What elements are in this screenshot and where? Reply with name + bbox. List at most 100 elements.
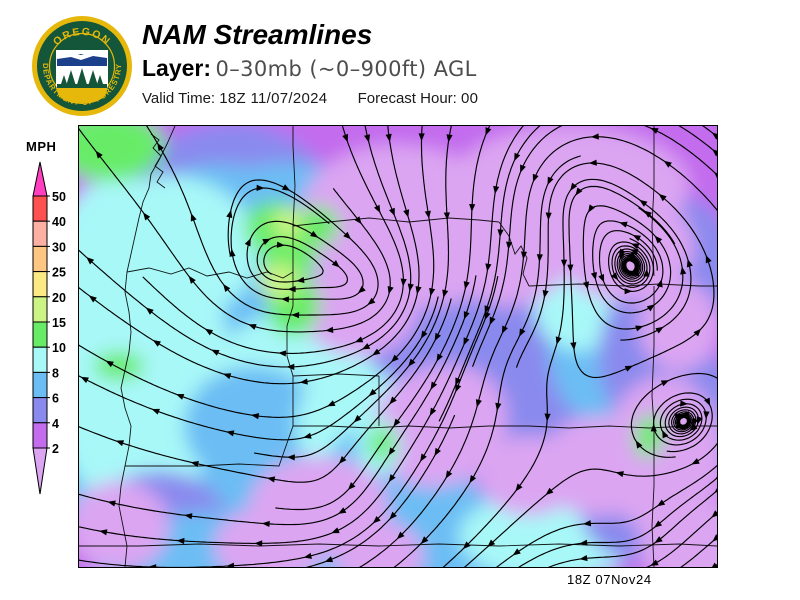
- streamline-arrow: [675, 420, 682, 429]
- colorbar-band: [32, 245, 48, 273]
- streamline-arrow: [148, 564, 157, 567]
- streamline-arrow: [354, 336, 364, 343]
- streamline-arrow: [703, 411, 710, 420]
- streamline-arrow: [442, 289, 449, 298]
- streamline-arrow: [388, 207, 395, 217]
- streamline-arrow: [495, 402, 502, 411]
- streamline-arrow: [514, 152, 521, 162]
- state-border: [126, 267, 294, 279]
- streamline-arrow: [493, 185, 500, 195]
- streamline-arrow: [696, 416, 703, 425]
- streamline-arrow: [145, 307, 154, 315]
- streamline-arrow: [407, 283, 414, 292]
- streamline-arrow: [190, 213, 197, 222]
- streamline-arrow: [656, 279, 663, 288]
- streamline-arrow: [680, 400, 689, 407]
- streamline-arrow: [367, 297, 376, 305]
- streamline-arrow: [704, 397, 711, 406]
- streamline-arrow: [420, 453, 427, 462]
- streamline-arrow: [424, 210, 431, 219]
- streamline-arrow: [656, 499, 666, 507]
- streamline: [393, 155, 581, 567]
- colorbar-band: [32, 321, 48, 348]
- colorbar-band: [32, 422, 48, 449]
- colorbar: 50 40 30 25 20 15 10 8 6 4 2: [32, 161, 66, 495]
- streamline: [518, 477, 717, 567]
- streamline-arrow: [485, 263, 492, 272]
- streamline-arrow: [575, 187, 583, 196]
- streamline: [146, 126, 379, 316]
- streamline-arrow: [583, 281, 590, 290]
- streamline-arrow: [385, 133, 392, 142]
- layer-label: Layer:: [142, 55, 212, 81]
- streamline-arrow: [635, 440, 643, 449]
- streamline-arrow: [615, 471, 624, 478]
- streamline: [442, 178, 692, 567]
- streamline-arrow: [475, 399, 482, 408]
- page-header: OREGON DEPARTMENT OF FORESTRY NAM Stream…: [0, 0, 800, 122]
- streamline-arrow: [588, 204, 595, 213]
- streamline-arrow: [372, 348, 381, 356]
- streamline-arrow: [287, 286, 296, 293]
- streamline-arrow: [633, 268, 640, 277]
- streamline: [79, 126, 412, 368]
- streamline-arrow: [536, 254, 543, 263]
- streamline-arrow: [619, 248, 626, 257]
- streamline-arrow: [388, 447, 396, 456]
- state-border: [489, 425, 717, 429]
- streamline-arrow: [630, 248, 639, 255]
- streamline-arrow: [650, 423, 657, 432]
- colorbar-tick-label: 30: [52, 240, 66, 254]
- streamline-arrow: [436, 353, 443, 362]
- streamline-arrow: [250, 413, 260, 420]
- streamline-arrow: [204, 328, 214, 336]
- colorbar-band: [32, 195, 48, 222]
- streamline-arrow: [80, 376, 89, 384]
- colorbar-tick-label: 2: [52, 442, 59, 456]
- streamline-arrow: [544, 413, 551, 422]
- streamline-arrow: [342, 133, 349, 143]
- streamline-arrow: [372, 515, 381, 524]
- streamline-arrow: [229, 248, 236, 257]
- streamline-arrow: [115, 440, 125, 447]
- streamline-arrow: [691, 417, 699, 426]
- streamline: [680, 536, 717, 567]
- colorbar-tick-label: 8: [52, 366, 59, 380]
- streamline-arrow: [324, 556, 334, 563]
- streamline: [79, 276, 499, 567]
- streamline-arrow: [107, 500, 116, 507]
- streamline: [230, 187, 364, 300]
- streamline-arrow: [389, 396, 397, 405]
- streamline-arrow: [86, 256, 95, 265]
- page-title: NAM Streamlines: [142, 19, 373, 50]
- streamline-arrow: [515, 483, 523, 492]
- streamline-arrow: [361, 343, 371, 350]
- streamline-arrow: [287, 454, 295, 461]
- streamline-arrow: [463, 281, 470, 290]
- streamline-arrow: [291, 312, 300, 319]
- streamline-arrow: [286, 363, 295, 370]
- streamline-arrow: [368, 388, 377, 397]
- streamline-arrow: [693, 328, 702, 337]
- colorbar-band: [32, 271, 48, 298]
- streamline-arrow: [462, 541, 471, 550]
- state-border: [292, 126, 296, 272]
- streamline-arrow: [655, 326, 664, 334]
- streamline-arrow: [519, 328, 526, 337]
- streamline-arrow: [497, 229, 504, 238]
- streamline-arrow: [175, 393, 185, 400]
- speed-shade: [479, 436, 579, 516]
- streamline-arrow: [347, 482, 356, 490]
- streamline-map[interactable]: [78, 125, 718, 568]
- streamline: [79, 126, 435, 418]
- valid-time-value: 18Z 11/07/2024: [219, 90, 328, 107]
- streamline-arrow: [256, 184, 265, 191]
- streamline-arrow: [420, 330, 428, 339]
- streamline-arrow: [105, 360, 114, 368]
- streamline-arrow: [567, 264, 574, 273]
- streamline-arrow: [353, 414, 362, 423]
- colorbar-band: [32, 220, 48, 247]
- streamline-arrow: [303, 432, 312, 439]
- streamline-arrow: [184, 513, 193, 520]
- streamline-arrow: [650, 127, 659, 134]
